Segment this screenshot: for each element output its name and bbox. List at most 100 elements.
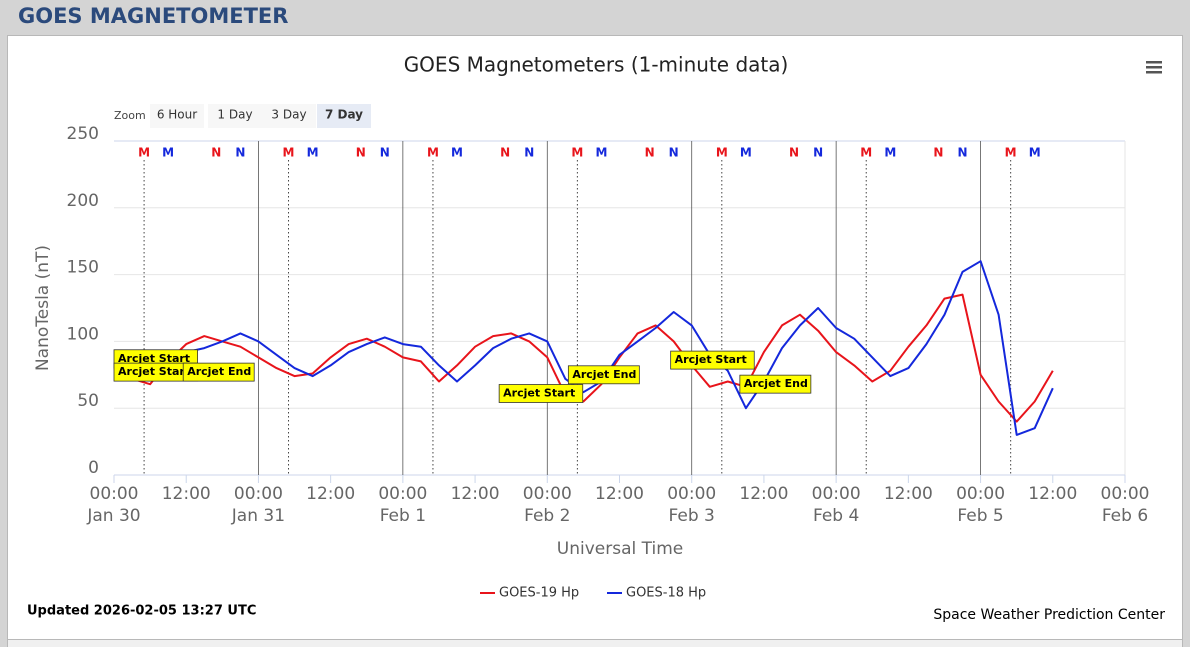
y-tick-label: 50 bbox=[77, 391, 99, 411]
x-tick-label: 00:00 Jan 31 bbox=[231, 484, 285, 526]
annotation-text: Arcjet Start bbox=[118, 352, 190, 365]
x-tick-time: 00:00 bbox=[523, 484, 572, 504]
marker-label: N bbox=[235, 146, 245, 160]
marker-label: N bbox=[500, 146, 510, 160]
x-tick-time: 00:00 bbox=[667, 484, 716, 504]
x-tick-time: 12:00 bbox=[162, 484, 211, 504]
marker-label: N bbox=[789, 146, 799, 160]
marker-label: M bbox=[1005, 146, 1017, 160]
bottom-bar bbox=[7, 639, 1183, 647]
marker-label: N bbox=[524, 146, 534, 160]
x-tick-label: 00:00 Feb 4 bbox=[812, 484, 861, 526]
marker-label: M bbox=[571, 146, 583, 160]
x-tick-time: 12:00 bbox=[306, 484, 355, 504]
zoom-button[interactable]: 6 Hour bbox=[150, 104, 204, 128]
marker-label: M bbox=[1029, 146, 1041, 160]
zoom-button-bg bbox=[317, 104, 371, 128]
annotation-box bbox=[567, 365, 640, 385]
marker-label: M bbox=[884, 146, 896, 160]
x-tick-label: 00:00 Feb 6 bbox=[1101, 484, 1150, 526]
x-tick-label: 00:00 Feb 1 bbox=[378, 484, 427, 526]
y-tick-label: 250 bbox=[67, 124, 99, 144]
zoom-label: Zoom bbox=[114, 109, 146, 122]
annotation-text: Arcjet End bbox=[572, 368, 636, 381]
legend-item[interactable]: GOES-19 Hp bbox=[480, 586, 579, 601]
zoom-button-bg bbox=[262, 104, 316, 128]
marker-label: N bbox=[669, 146, 679, 160]
zoom-button-label: 1 Day bbox=[217, 108, 252, 122]
x-tick-label: 12:00 bbox=[595, 484, 644, 504]
x-tick-time: 00:00 bbox=[812, 484, 861, 504]
x-tick-label: 00:00 Feb 3 bbox=[667, 484, 716, 526]
menu-bar bbox=[1146, 71, 1162, 74]
x-tick-label: 00:00 Feb 2 bbox=[523, 484, 572, 526]
x-tick-time: 12:00 bbox=[1028, 484, 1077, 504]
marker-label: N bbox=[645, 146, 655, 160]
annotation-box bbox=[498, 384, 584, 403]
marker-label: M bbox=[451, 146, 463, 160]
menu-bar bbox=[1146, 66, 1162, 69]
annotation-text: Arcjet Start bbox=[118, 365, 190, 378]
zoom-button[interactable]: 1 Day bbox=[208, 104, 262, 128]
x-tick-time: 00:00 bbox=[378, 484, 427, 504]
annotation-text: Arcjet Start bbox=[503, 387, 575, 400]
annotation-text: Arcjet Start bbox=[675, 353, 747, 366]
zoom-button-label: 3 Day bbox=[271, 108, 306, 122]
y-tick-label: 100 bbox=[67, 324, 99, 344]
x-tick-label: 12:00 bbox=[451, 484, 500, 504]
marker-label: M bbox=[740, 146, 752, 160]
marker-label: M bbox=[162, 146, 174, 160]
x-tick-time: 00:00 bbox=[90, 484, 139, 504]
marker-label: N bbox=[211, 146, 221, 160]
x-tick-time: 00:00 bbox=[956, 484, 1005, 504]
marker-label: M bbox=[307, 146, 319, 160]
annotation-box bbox=[670, 350, 755, 370]
chart-title: GOES Magnetometers (1-minute data) bbox=[404, 53, 789, 77]
x-tick-label: 12:00 bbox=[1028, 484, 1077, 504]
x-tick-date: Feb 4 bbox=[813, 506, 859, 526]
x-tick-time: 12:00 bbox=[451, 484, 500, 504]
marker-label: M bbox=[138, 146, 150, 160]
x-tick-date: Feb 6 bbox=[1102, 506, 1148, 526]
zoom-button[interactable]: 3 Day bbox=[262, 104, 316, 128]
x-tick-date: Feb 3 bbox=[669, 506, 715, 526]
annotation-text: Arcjet End bbox=[744, 377, 808, 390]
marker-label: M bbox=[860, 146, 872, 160]
zoom-button-label: 7 Day bbox=[325, 108, 363, 122]
x-tick-time: 12:00 bbox=[595, 484, 644, 504]
x-tick-label: 12:00 bbox=[884, 484, 933, 504]
x-tick-date: Jan 30 bbox=[86, 506, 140, 526]
x-axis-title: Universal Time bbox=[557, 539, 683, 559]
zoom-button-bg bbox=[150, 104, 204, 128]
x-tick-label: 00:00 Jan 30 bbox=[86, 484, 140, 526]
legend-label: GOES-18 Hp bbox=[626, 586, 706, 601]
marker-label: N bbox=[380, 146, 390, 160]
x-tick-date: Feb 2 bbox=[524, 506, 570, 526]
marker-label: N bbox=[356, 146, 366, 160]
x-tick-date: Feb 1 bbox=[380, 506, 426, 526]
legend-item[interactable]: GOES-18 Hp bbox=[607, 586, 706, 601]
marker-label: M bbox=[427, 146, 439, 160]
x-tick-time: 12:00 bbox=[739, 484, 788, 504]
credit: Space Weather Prediction Center bbox=[933, 607, 1165, 623]
zoom-button-label: 6 Hour bbox=[157, 108, 197, 122]
x-tick-time: 00:00 bbox=[1101, 484, 1150, 504]
annotation-box bbox=[739, 374, 812, 394]
zoom-button[interactable]: 7 Day bbox=[317, 104, 371, 128]
marker-label: M bbox=[716, 146, 728, 160]
x-tick-label: 00:00 Feb 5 bbox=[956, 484, 1005, 526]
y-tick-label: 0 bbox=[88, 458, 99, 478]
menu-button[interactable] bbox=[1146, 61, 1162, 74]
x-tick-label: 12:00 bbox=[739, 484, 788, 504]
marker-label: N bbox=[933, 146, 943, 160]
page-title: GOES MAGNETOMETER bbox=[18, 4, 288, 28]
y-tick-label: 200 bbox=[67, 191, 99, 211]
y-axis-title: NanoTesla (nT) bbox=[33, 245, 53, 371]
marker-label: M bbox=[595, 146, 607, 160]
marker-label: M bbox=[283, 146, 295, 160]
data-line bbox=[113, 260, 1054, 436]
updated-note: Updated 2026-02-05 13:27 UTC bbox=[27, 604, 256, 619]
x-tick-label: 12:00 bbox=[162, 484, 211, 504]
legend-label: GOES-19 Hp bbox=[499, 586, 579, 601]
